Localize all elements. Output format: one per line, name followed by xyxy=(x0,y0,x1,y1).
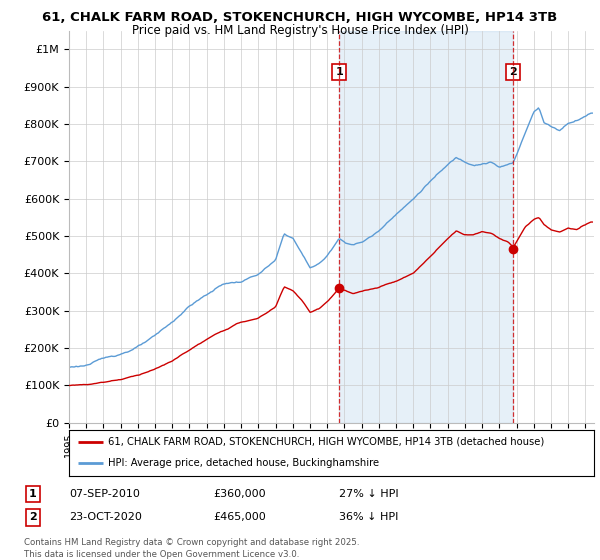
Text: £465,000: £465,000 xyxy=(213,512,266,522)
Text: 07-SEP-2010: 07-SEP-2010 xyxy=(69,489,140,499)
Text: 61, CHALK FARM ROAD, STOKENCHURCH, HIGH WYCOMBE, HP14 3TB (detached house): 61, CHALK FARM ROAD, STOKENCHURCH, HIGH … xyxy=(109,437,545,446)
Text: 23-OCT-2020: 23-OCT-2020 xyxy=(69,512,142,522)
Text: 61, CHALK FARM ROAD, STOKENCHURCH, HIGH WYCOMBE, HP14 3TB: 61, CHALK FARM ROAD, STOKENCHURCH, HIGH … xyxy=(43,11,557,24)
Bar xyxy=(339,31,513,423)
Text: 2: 2 xyxy=(509,67,517,77)
Text: £360,000: £360,000 xyxy=(213,489,266,499)
Text: 1: 1 xyxy=(335,67,343,77)
Text: 2: 2 xyxy=(29,512,37,522)
Text: HPI: Average price, detached house, Buckinghamshire: HPI: Average price, detached house, Buck… xyxy=(109,458,380,468)
Text: 36% ↓ HPI: 36% ↓ HPI xyxy=(339,512,398,522)
Text: 27% ↓ HPI: 27% ↓ HPI xyxy=(339,489,398,499)
Text: Contains HM Land Registry data © Crown copyright and database right 2025.
This d: Contains HM Land Registry data © Crown c… xyxy=(24,538,359,559)
Text: 1: 1 xyxy=(29,489,37,499)
Text: Price paid vs. HM Land Registry's House Price Index (HPI): Price paid vs. HM Land Registry's House … xyxy=(131,24,469,36)
